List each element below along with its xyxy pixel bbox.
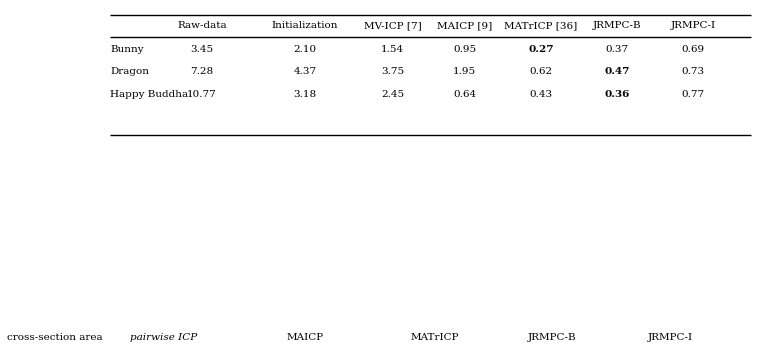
- Text: 4.37: 4.37: [293, 67, 316, 76]
- Text: 2.10: 2.10: [293, 45, 316, 54]
- Text: MATrICP [36]: MATrICP [36]: [504, 21, 578, 30]
- Text: 0.62: 0.62: [530, 67, 552, 76]
- Text: 0.27: 0.27: [528, 45, 554, 54]
- Text: 3.45: 3.45: [190, 45, 213, 54]
- Text: JRMPC-B: JRMPC-B: [528, 333, 577, 342]
- Text: Raw-data: Raw-data: [177, 21, 227, 30]
- Text: 0.47: 0.47: [604, 67, 630, 76]
- Text: MATrICP: MATrICP: [410, 333, 459, 342]
- Text: 10.77: 10.77: [187, 90, 217, 99]
- Text: Bunny: Bunny: [110, 45, 144, 54]
- Text: Initialization: Initialization: [271, 21, 338, 30]
- Text: 0.73: 0.73: [682, 67, 705, 76]
- Text: 0.64: 0.64: [453, 90, 476, 99]
- Text: 7.28: 7.28: [190, 67, 213, 76]
- Text: 3.18: 3.18: [293, 90, 316, 99]
- Text: Happy Buddha: Happy Buddha: [110, 90, 189, 99]
- Text: 0.36: 0.36: [604, 90, 630, 99]
- Text: 0.77: 0.77: [682, 90, 705, 99]
- Text: cross-section area: cross-section area: [7, 333, 103, 342]
- Text: JRMPC-B: JRMPC-B: [593, 21, 642, 30]
- Text: Dragon: Dragon: [110, 67, 149, 76]
- Text: 0.95: 0.95: [453, 45, 476, 54]
- Text: 1.95: 1.95: [453, 67, 476, 76]
- Text: 0.69: 0.69: [682, 45, 705, 54]
- Text: 0.37: 0.37: [606, 45, 629, 54]
- Text: 2.45: 2.45: [381, 90, 404, 99]
- Text: 1.54: 1.54: [381, 45, 404, 54]
- Text: MAICP [9]: MAICP [9]: [437, 21, 492, 30]
- Text: JRMPC-I: JRMPC-I: [671, 21, 716, 30]
- Text: MV-ICP [7]: MV-ICP [7]: [363, 21, 421, 30]
- Text: JRMPC-I: JRMPC-I: [648, 333, 693, 342]
- Text: 0.43: 0.43: [530, 90, 552, 99]
- Text: pairwise ICP: pairwise ICP: [130, 333, 197, 342]
- Text: MAICP: MAICP: [287, 333, 323, 342]
- Text: 3.75: 3.75: [381, 67, 404, 76]
